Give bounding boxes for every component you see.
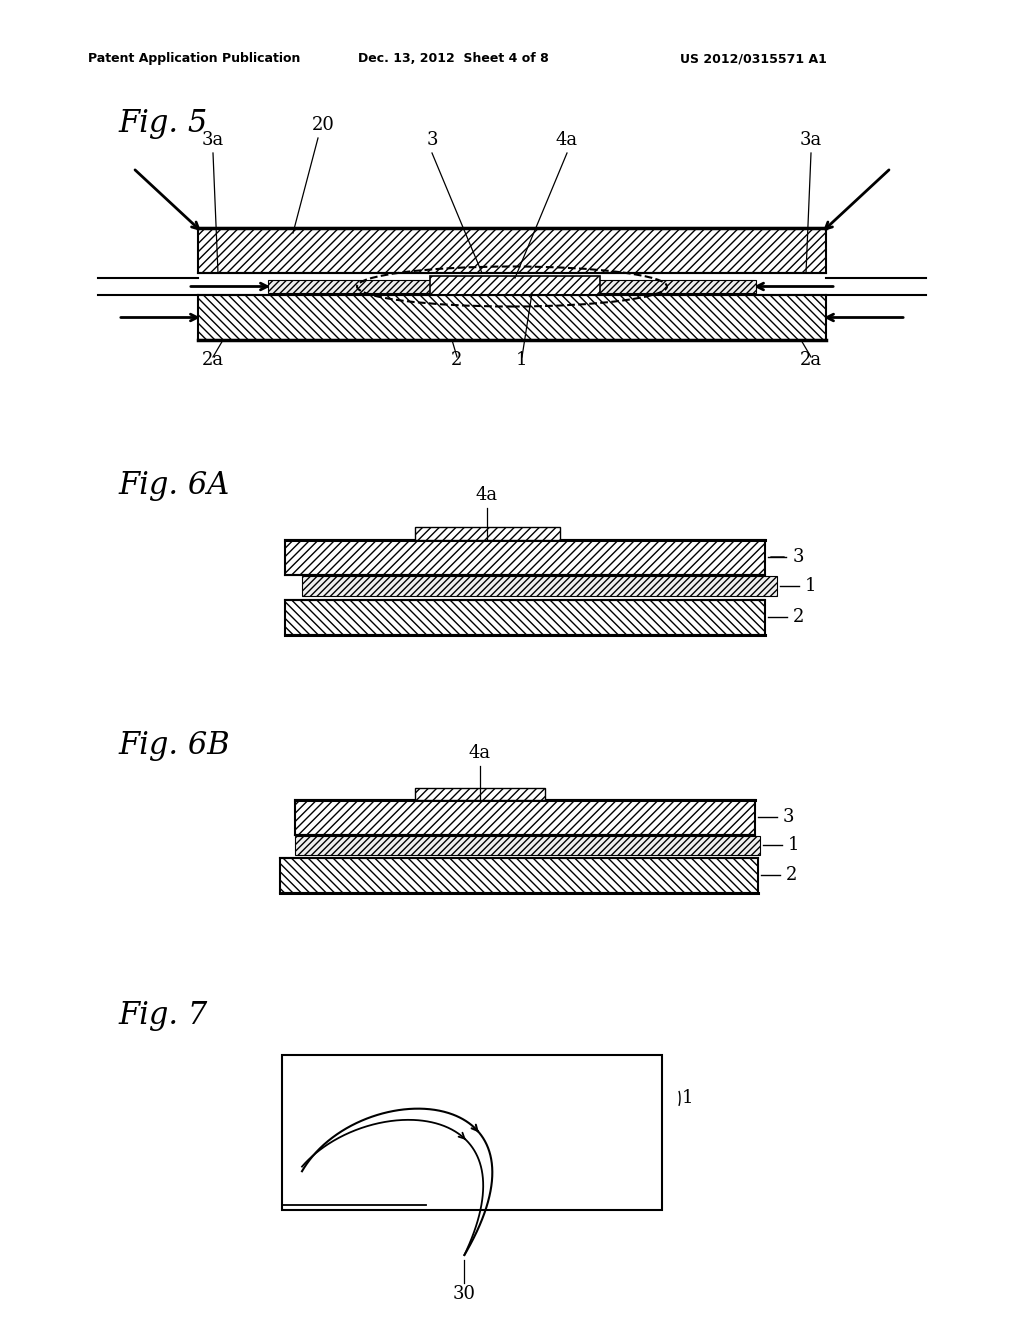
Text: Patent Application Publication: Patent Application Publication — [88, 51, 300, 65]
Bar — [198, 228, 826, 273]
Bar — [295, 836, 760, 855]
Bar — [302, 576, 777, 597]
Text: 4a: 4a — [476, 486, 498, 504]
Text: 2: 2 — [452, 351, 463, 370]
Bar — [285, 601, 765, 635]
Bar — [198, 294, 826, 341]
Bar — [415, 527, 560, 540]
Text: 1: 1 — [805, 577, 816, 595]
Bar — [430, 276, 600, 294]
Text: 2a: 2a — [800, 351, 822, 370]
Text: 20: 20 — [311, 116, 335, 135]
Text: Fig. 6B: Fig. 6B — [118, 730, 229, 762]
Text: US 2012/0315571 A1: US 2012/0315571 A1 — [680, 51, 826, 65]
Bar — [268, 280, 756, 293]
Text: Fig. 5: Fig. 5 — [118, 108, 207, 139]
Text: 3: 3 — [783, 808, 795, 826]
Text: 2: 2 — [793, 609, 805, 626]
Bar — [280, 858, 758, 894]
Text: 1: 1 — [682, 1089, 693, 1107]
Text: 4a: 4a — [469, 744, 492, 762]
Text: 3: 3 — [793, 548, 805, 566]
Text: 3a: 3a — [202, 131, 224, 149]
Text: 3: 3 — [426, 131, 437, 149]
Text: 2: 2 — [786, 866, 798, 884]
Text: Dec. 13, 2012  Sheet 4 of 8: Dec. 13, 2012 Sheet 4 of 8 — [358, 51, 549, 65]
Text: 30: 30 — [453, 1284, 476, 1303]
Text: 1: 1 — [788, 836, 800, 854]
Text: 1: 1 — [516, 351, 527, 370]
Text: Fig. 7: Fig. 7 — [118, 1001, 207, 1031]
Bar — [282, 1055, 662, 1210]
Text: 2a: 2a — [202, 351, 224, 370]
Bar — [285, 540, 765, 576]
Bar — [295, 800, 755, 836]
Text: 4a: 4a — [556, 131, 579, 149]
Bar — [415, 788, 545, 800]
Text: Fig. 6A: Fig. 6A — [118, 470, 229, 502]
Text: 3a: 3a — [800, 131, 822, 149]
